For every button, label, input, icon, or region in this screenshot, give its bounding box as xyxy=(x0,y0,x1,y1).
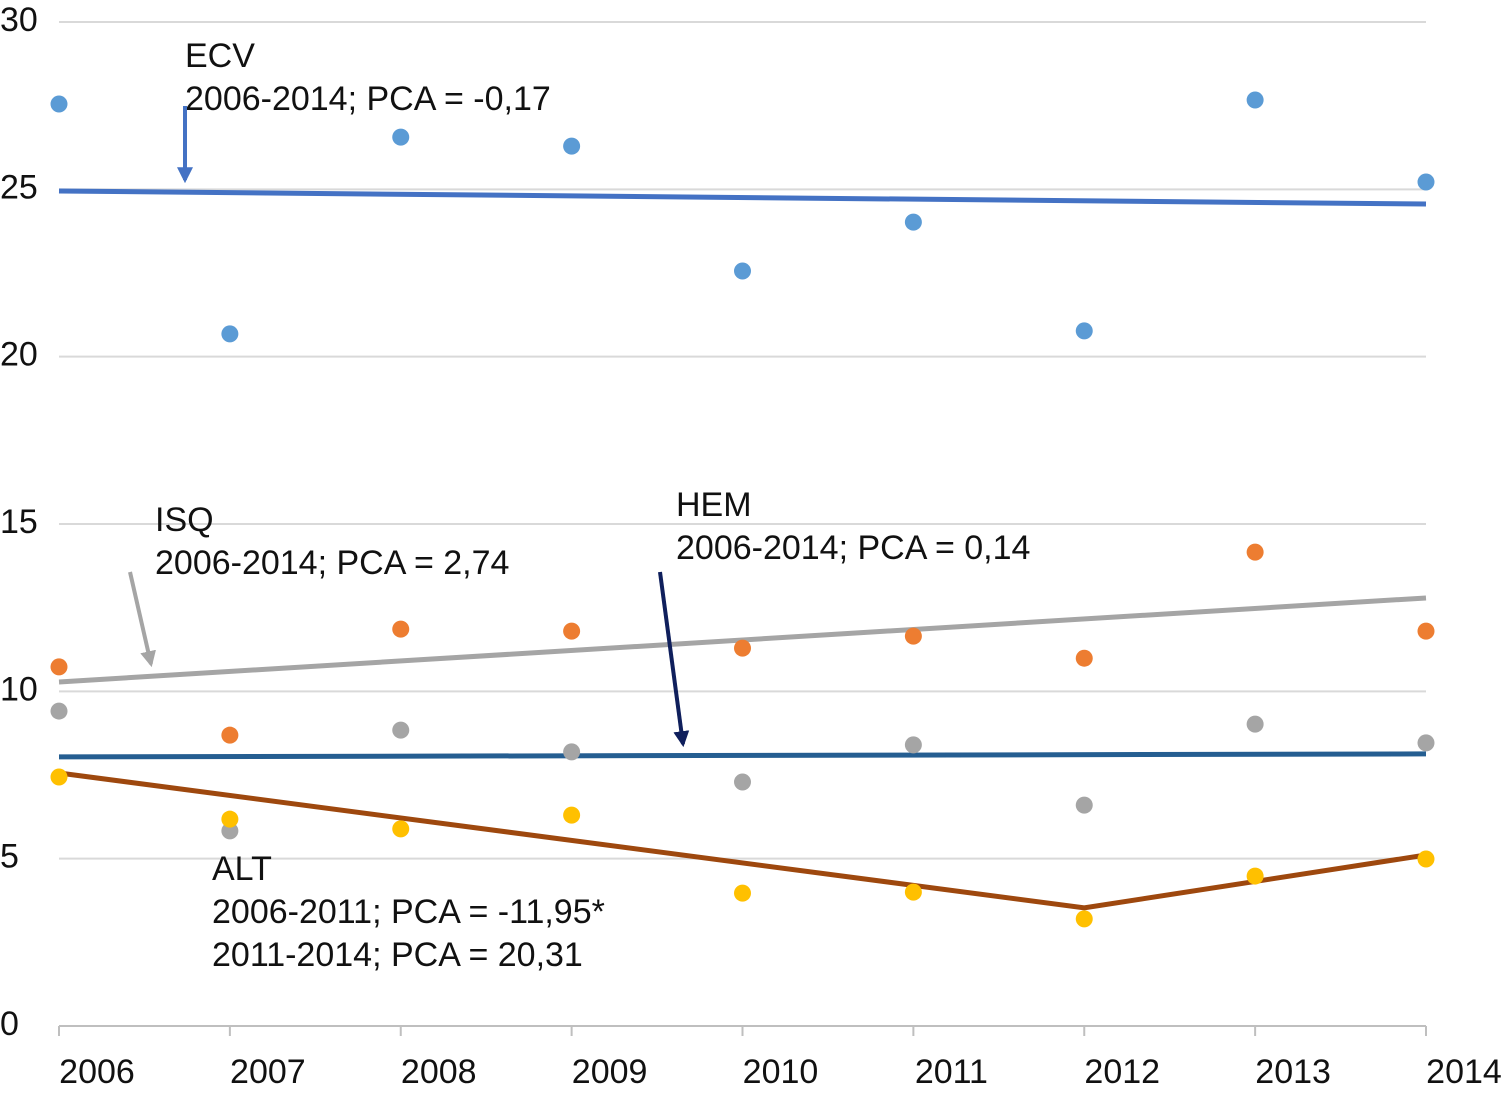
trend-line xyxy=(58,751,1427,760)
point xyxy=(50,658,68,676)
point xyxy=(904,213,922,231)
point xyxy=(1075,910,1093,928)
point xyxy=(734,262,751,280)
x-tick-label: 2014 xyxy=(1426,1053,1502,1091)
point xyxy=(221,810,239,828)
point xyxy=(1075,649,1093,667)
point xyxy=(1417,173,1435,191)
y-tick-label: 20 xyxy=(0,336,38,374)
annotation: ISQ xyxy=(155,501,214,539)
y-tick-label: 10 xyxy=(0,670,38,708)
point xyxy=(563,743,581,761)
point xyxy=(1246,91,1264,109)
point xyxy=(734,639,751,657)
point xyxy=(50,702,68,720)
point xyxy=(392,128,410,146)
annotation: 2006-2014; PCA = -0,17 xyxy=(185,80,551,118)
annotation: 2011-2014; PCA = 20,31 xyxy=(212,936,583,974)
points xyxy=(50,91,1435,928)
x-tick-label: 2006 xyxy=(59,1053,135,1091)
x-tick-label: 2008 xyxy=(401,1053,477,1091)
x-tick-label: 2013 xyxy=(1255,1053,1331,1091)
point xyxy=(1075,322,1093,340)
point xyxy=(1417,734,1435,752)
arrow xyxy=(128,571,156,668)
trend-lines xyxy=(58,188,1427,911)
annotation: 2006-2014; PCA = 2,74 xyxy=(155,544,509,582)
annotation: HEM xyxy=(676,486,752,524)
x-tick-label: 2012 xyxy=(1084,1053,1160,1091)
point xyxy=(734,773,751,791)
y-tick-label: 25 xyxy=(0,168,38,206)
point xyxy=(1246,715,1264,733)
point xyxy=(50,768,68,786)
point xyxy=(904,736,922,754)
y-tick-label: 5 xyxy=(0,838,19,876)
point xyxy=(1075,796,1093,814)
grid xyxy=(58,21,1427,1036)
point xyxy=(1417,850,1435,868)
y-tick-label: 0 xyxy=(0,1005,19,1043)
point xyxy=(1417,622,1435,640)
point xyxy=(1246,543,1264,561)
point xyxy=(563,137,581,155)
point xyxy=(734,884,751,902)
trend-line xyxy=(58,188,1427,207)
x-tick-label: 2010 xyxy=(743,1053,819,1091)
x-tick-label: 2011 xyxy=(915,1053,988,1091)
x-tick-label: 2007 xyxy=(230,1053,306,1091)
annotation: ECV xyxy=(185,37,255,75)
annotation: 2006-2011; PCA = -11,95* xyxy=(212,893,605,931)
point xyxy=(563,622,581,640)
point xyxy=(221,325,239,343)
point xyxy=(221,726,239,744)
point xyxy=(50,95,68,113)
point xyxy=(904,627,922,645)
trend-line xyxy=(58,770,1427,911)
y-tick-label: 15 xyxy=(0,503,38,541)
x-tick-label: 2009 xyxy=(572,1053,648,1091)
point xyxy=(392,721,410,739)
arrow xyxy=(658,571,690,748)
point xyxy=(563,806,581,824)
y-tick-label: 30 xyxy=(0,1,38,39)
point xyxy=(1246,867,1264,885)
point xyxy=(392,620,410,638)
annotation: 2006-2014; PCA = 0,14 xyxy=(676,529,1030,567)
annotation: ALT xyxy=(212,850,272,888)
point xyxy=(392,820,410,838)
point xyxy=(904,883,922,901)
point xyxy=(221,822,239,840)
